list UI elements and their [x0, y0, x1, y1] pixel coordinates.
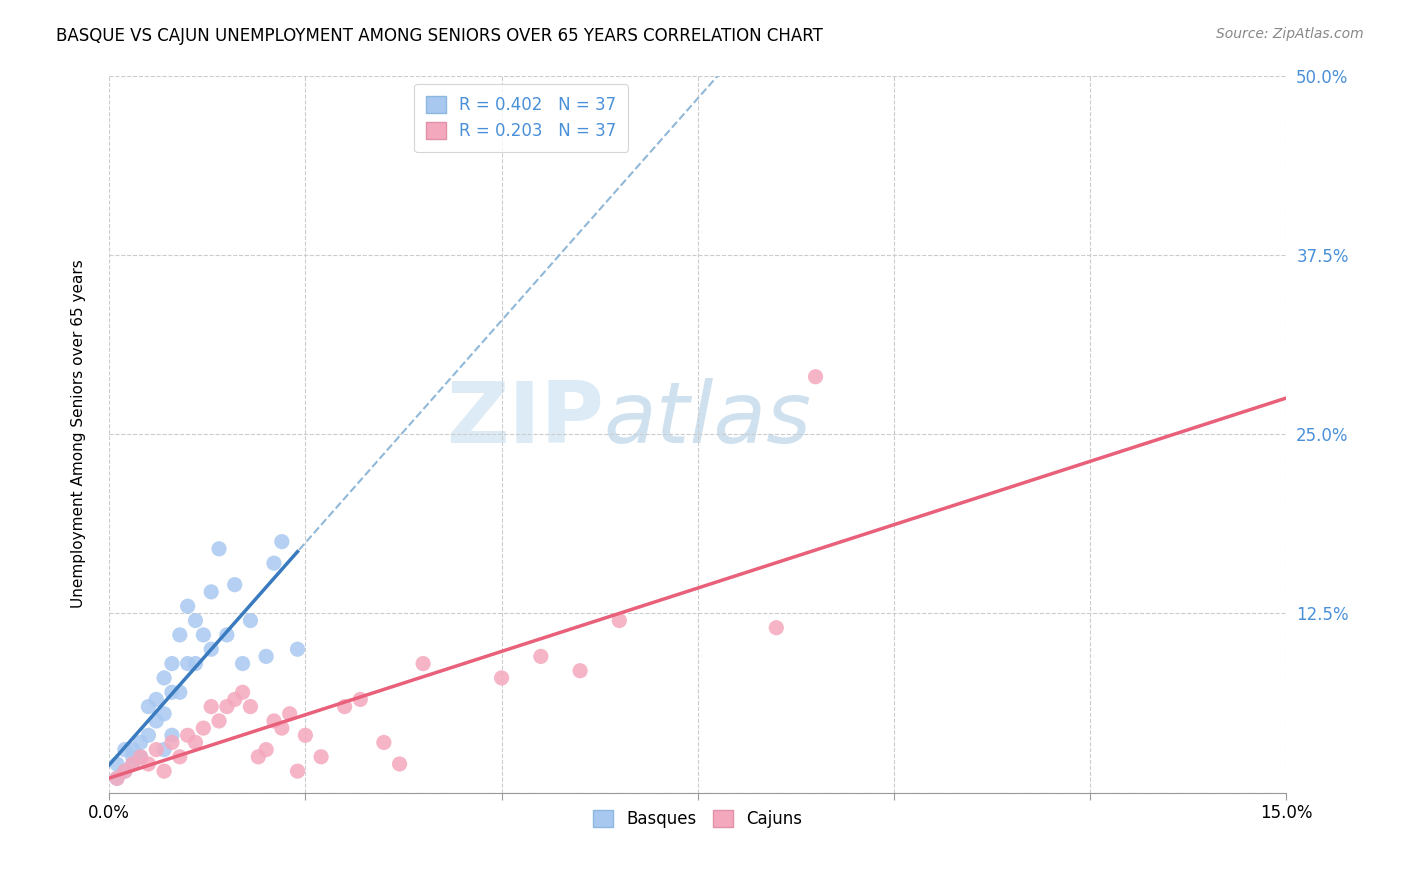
Point: [145, 742, 167, 756]
Point: [169, 749, 191, 764]
Point: [121, 749, 143, 764]
Point: [193, 721, 215, 735]
Point: [224, 692, 246, 706]
Point: [145, 692, 167, 706]
Legend: Basques, Cajuns: Basques, Cajuns: [586, 803, 810, 835]
Point: [263, 714, 285, 728]
Point: [153, 742, 176, 756]
Text: BASQUE VS CAJUN UNEMPLOYMENT AMONG SENIORS OVER 65 YEARS CORRELATION CHART: BASQUE VS CAJUN UNEMPLOYMENT AMONG SENIO…: [56, 27, 823, 45]
Point: [114, 742, 136, 756]
Point: [287, 764, 309, 779]
Point: [160, 735, 183, 749]
Point: [804, 369, 827, 384]
Point: [333, 699, 356, 714]
Point: [138, 756, 160, 771]
Point: [232, 657, 254, 671]
Text: ZIP: ZIP: [446, 378, 603, 461]
Point: [153, 764, 176, 779]
Point: [254, 742, 277, 756]
Text: Source: ZipAtlas.com: Source: ZipAtlas.com: [1216, 27, 1364, 41]
Point: [278, 706, 301, 721]
Point: [184, 735, 207, 749]
Point: [138, 728, 160, 742]
Point: [105, 772, 128, 786]
Point: [105, 772, 128, 786]
Point: [254, 649, 277, 664]
Point: [184, 657, 207, 671]
Point: [200, 699, 222, 714]
Point: [200, 642, 222, 657]
Y-axis label: Unemployment Among Seniors over 65 years: Unemployment Among Seniors over 65 years: [72, 260, 86, 608]
Point: [239, 699, 262, 714]
Point: [373, 735, 395, 749]
Point: [239, 614, 262, 628]
Point: [765, 621, 787, 635]
Point: [153, 671, 176, 685]
Point: [176, 599, 198, 614]
Point: [121, 756, 143, 771]
Point: [607, 614, 630, 628]
Point: [169, 628, 191, 642]
Text: atlas: atlas: [603, 378, 811, 461]
Point: [105, 756, 128, 771]
Point: [412, 657, 434, 671]
Point: [287, 642, 309, 657]
Point: [145, 714, 167, 728]
Point: [129, 749, 152, 764]
Point: [388, 756, 411, 771]
Point: [184, 614, 207, 628]
Point: [176, 657, 198, 671]
Point: [200, 585, 222, 599]
Point: [114, 764, 136, 779]
Point: [208, 714, 231, 728]
Point: [247, 749, 270, 764]
Point: [491, 671, 513, 685]
Point: [232, 685, 254, 699]
Point: [129, 735, 152, 749]
Point: [270, 721, 292, 735]
Point: [193, 628, 215, 642]
Point: [569, 664, 592, 678]
Point: [169, 685, 191, 699]
Point: [349, 692, 371, 706]
Point: [160, 685, 183, 699]
Point: [114, 764, 136, 779]
Point: [176, 728, 198, 742]
Point: [270, 534, 292, 549]
Point: [160, 728, 183, 742]
Point: [215, 699, 238, 714]
Point: [263, 556, 285, 570]
Point: [294, 728, 316, 742]
Point: [208, 541, 231, 556]
Point: [121, 756, 143, 771]
Point: [215, 628, 238, 642]
Point: [138, 699, 160, 714]
Point: [530, 649, 553, 664]
Point: [121, 742, 143, 756]
Point: [129, 749, 152, 764]
Point: [309, 749, 332, 764]
Point: [160, 657, 183, 671]
Point: [224, 577, 246, 591]
Point: [153, 706, 176, 721]
